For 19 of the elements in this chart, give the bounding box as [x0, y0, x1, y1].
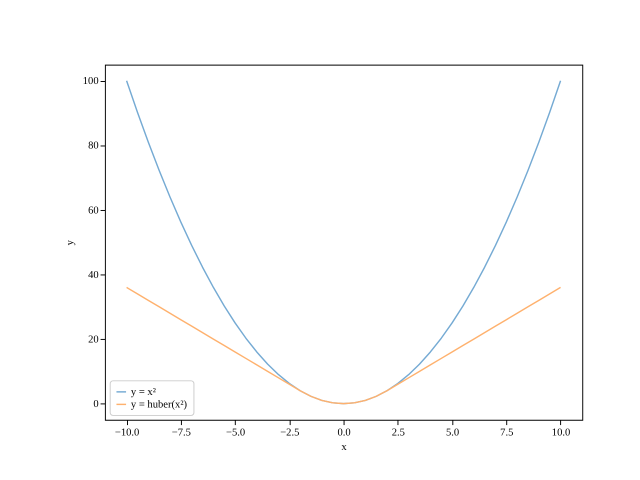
- x-tick-label: 7.5: [500, 428, 514, 439]
- x-tick-label: −7.5: [172, 428, 191, 439]
- x-tick-label: −2.5: [280, 428, 300, 439]
- x-tick-label: 2.5: [392, 428, 405, 439]
- legend-label: y = x²: [130, 386, 156, 398]
- y-tick-label: 60: [88, 205, 99, 216]
- x-tick-label: −5.0: [226, 428, 246, 439]
- y-tick-label: 0: [93, 399, 99, 410]
- y-axis-title: y: [65, 239, 76, 246]
- x-axis-title: x: [341, 442, 348, 454]
- x-tick-label: 5.0: [446, 428, 460, 439]
- legend-label: y = huber(x²): [130, 399, 188, 410]
- y-tick-label: 40: [88, 270, 99, 281]
- x-tick-label: 10.0: [552, 428, 570, 439]
- y-tick-label: 80: [88, 140, 99, 152]
- x-tick-label: −10.0: [114, 428, 140, 439]
- y-tick-label: 100: [82, 76, 99, 88]
- x-tick-label: 0.0: [337, 428, 351, 439]
- y-tick-label: 20: [88, 334, 99, 346]
